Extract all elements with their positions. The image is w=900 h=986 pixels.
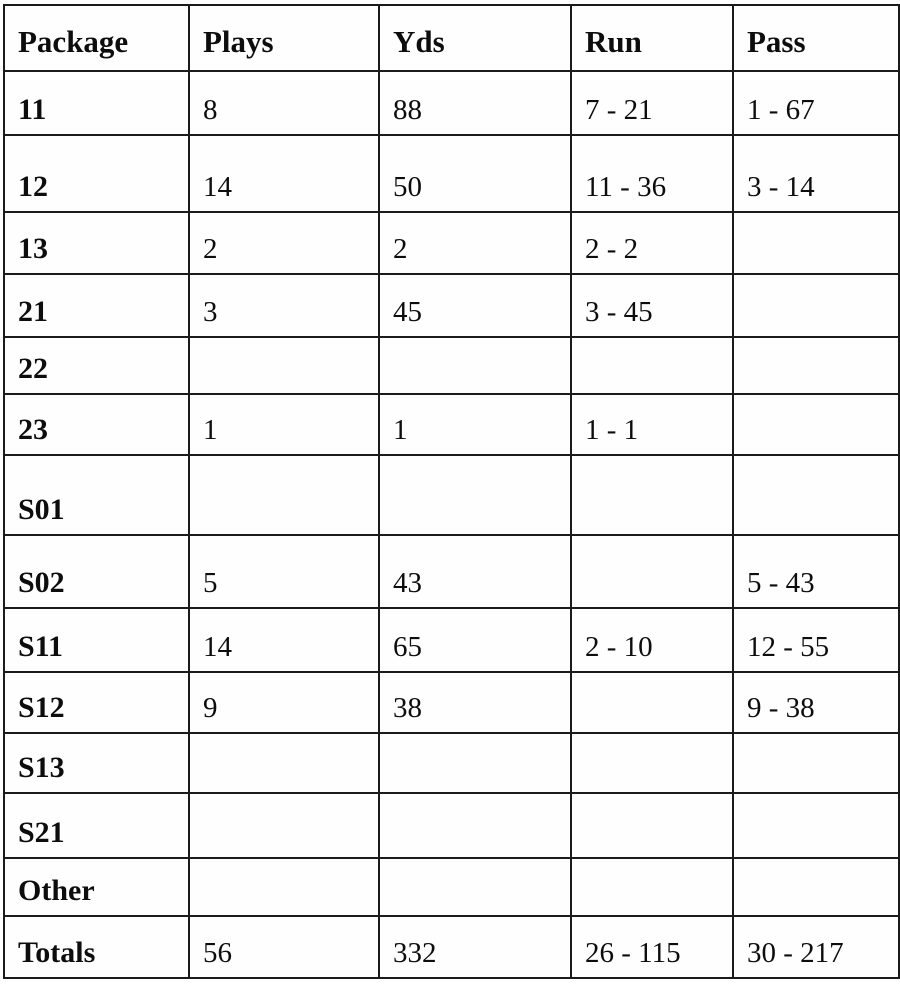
pass-cell [732,732,900,794]
plays-cell: 5 [188,534,380,609]
yds-cell: 65 [378,607,572,673]
package-cell: 21 [3,273,190,338]
package-cell: S12 [3,671,190,734]
yds-cell: 332 [378,915,572,979]
package-cell: S21 [3,792,190,859]
plays-cell: 2 [188,211,380,275]
package-cell: S02 [3,534,190,609]
plays-cell: 56 [188,915,380,979]
column-header-pass: Pass [732,4,900,72]
plays-cell [188,454,380,536]
column-header-package: Package [3,4,190,72]
package-cell: S13 [3,732,190,794]
plays-cell [188,857,380,917]
table-row-s13: S13 [3,732,900,794]
yds-cell: 50 [378,134,572,213]
plays-cell: 3 [188,273,380,338]
yds-cell: 88 [378,70,572,136]
run-cell [570,857,734,917]
table-row-s01: S01 [3,454,900,536]
yds-cell [378,857,572,917]
run-cell [570,792,734,859]
table-row-21: 21 3 45 3 - 45 [3,273,900,338]
run-cell [570,732,734,794]
column-header-yds: Yds [378,4,572,72]
pass-cell: 9 - 38 [732,671,900,734]
plays-cell: 14 [188,607,380,673]
package-cell: 12 [3,134,190,213]
table-row-s21: S21 [3,792,900,859]
table-row-23: 23 1 1 1 - 1 [3,393,900,456]
table-row-s12: S12 9 38 9 - 38 [3,671,900,734]
pass-cell: 12 - 55 [732,607,900,673]
package-cell: 11 [3,70,190,136]
plays-cell: 8 [188,70,380,136]
package-stats-table: Package Plays Yds Run Pass 11 8 88 7 - 2… [3,4,900,979]
run-cell: 11 - 36 [570,134,734,213]
yds-cell [378,454,572,536]
yds-cell [378,336,572,395]
table-row-s02: S02 5 43 5 - 43 [3,534,900,609]
pass-cell: 1 - 67 [732,70,900,136]
pass-cell [732,273,900,338]
run-cell [570,454,734,536]
package-cell: S01 [3,454,190,536]
pass-cell [732,336,900,395]
run-cell: 7 - 21 [570,70,734,136]
table-row-12: 12 14 50 11 - 36 3 - 14 [3,134,900,213]
pass-cell: 30 - 217 [732,915,900,979]
table-row-22: 22 [3,336,900,395]
run-cell: 3 - 45 [570,273,734,338]
run-cell [570,336,734,395]
package-cell: 23 [3,393,190,456]
package-cell: 22 [3,336,190,395]
pass-cell [732,857,900,917]
package-cell: 13 [3,211,190,275]
pass-cell: 5 - 43 [732,534,900,609]
pass-cell: 3 - 14 [732,134,900,213]
pass-cell [732,393,900,456]
plays-cell [188,792,380,859]
plays-cell [188,336,380,395]
run-cell: 2 - 10 [570,607,734,673]
run-cell [570,671,734,734]
column-header-run: Run [570,4,734,72]
column-header-plays: Plays [188,4,380,72]
yds-cell: 45 [378,273,572,338]
run-cell: 26 - 115 [570,915,734,979]
package-cell: S11 [3,607,190,673]
package-cell: Totals [3,915,190,979]
yds-cell: 2 [378,211,572,275]
plays-cell: 9 [188,671,380,734]
header-row: Package Plays Yds Run Pass [3,4,900,72]
yds-cell: 43 [378,534,572,609]
yds-cell [378,792,572,859]
plays-cell: 1 [188,393,380,456]
run-cell [570,534,734,609]
pass-cell [732,792,900,859]
yds-cell: 1 [378,393,572,456]
plays-cell [188,732,380,794]
run-cell: 2 - 2 [570,211,734,275]
pass-cell [732,211,900,275]
package-cell: Other [3,857,190,917]
pass-cell [732,454,900,536]
run-cell: 1 - 1 [570,393,734,456]
table-row-totals: Totals 56 332 26 - 115 30 - 217 [3,915,900,979]
table-row-11: 11 8 88 7 - 21 1 - 67 [3,70,900,136]
table-row-other: Other [3,857,900,917]
table-row-s11: S11 14 65 2 - 10 12 - 55 [3,607,900,673]
table-row-13: 13 2 2 2 - 2 [3,211,900,275]
plays-cell: 14 [188,134,380,213]
yds-cell [378,732,572,794]
yds-cell: 38 [378,671,572,734]
